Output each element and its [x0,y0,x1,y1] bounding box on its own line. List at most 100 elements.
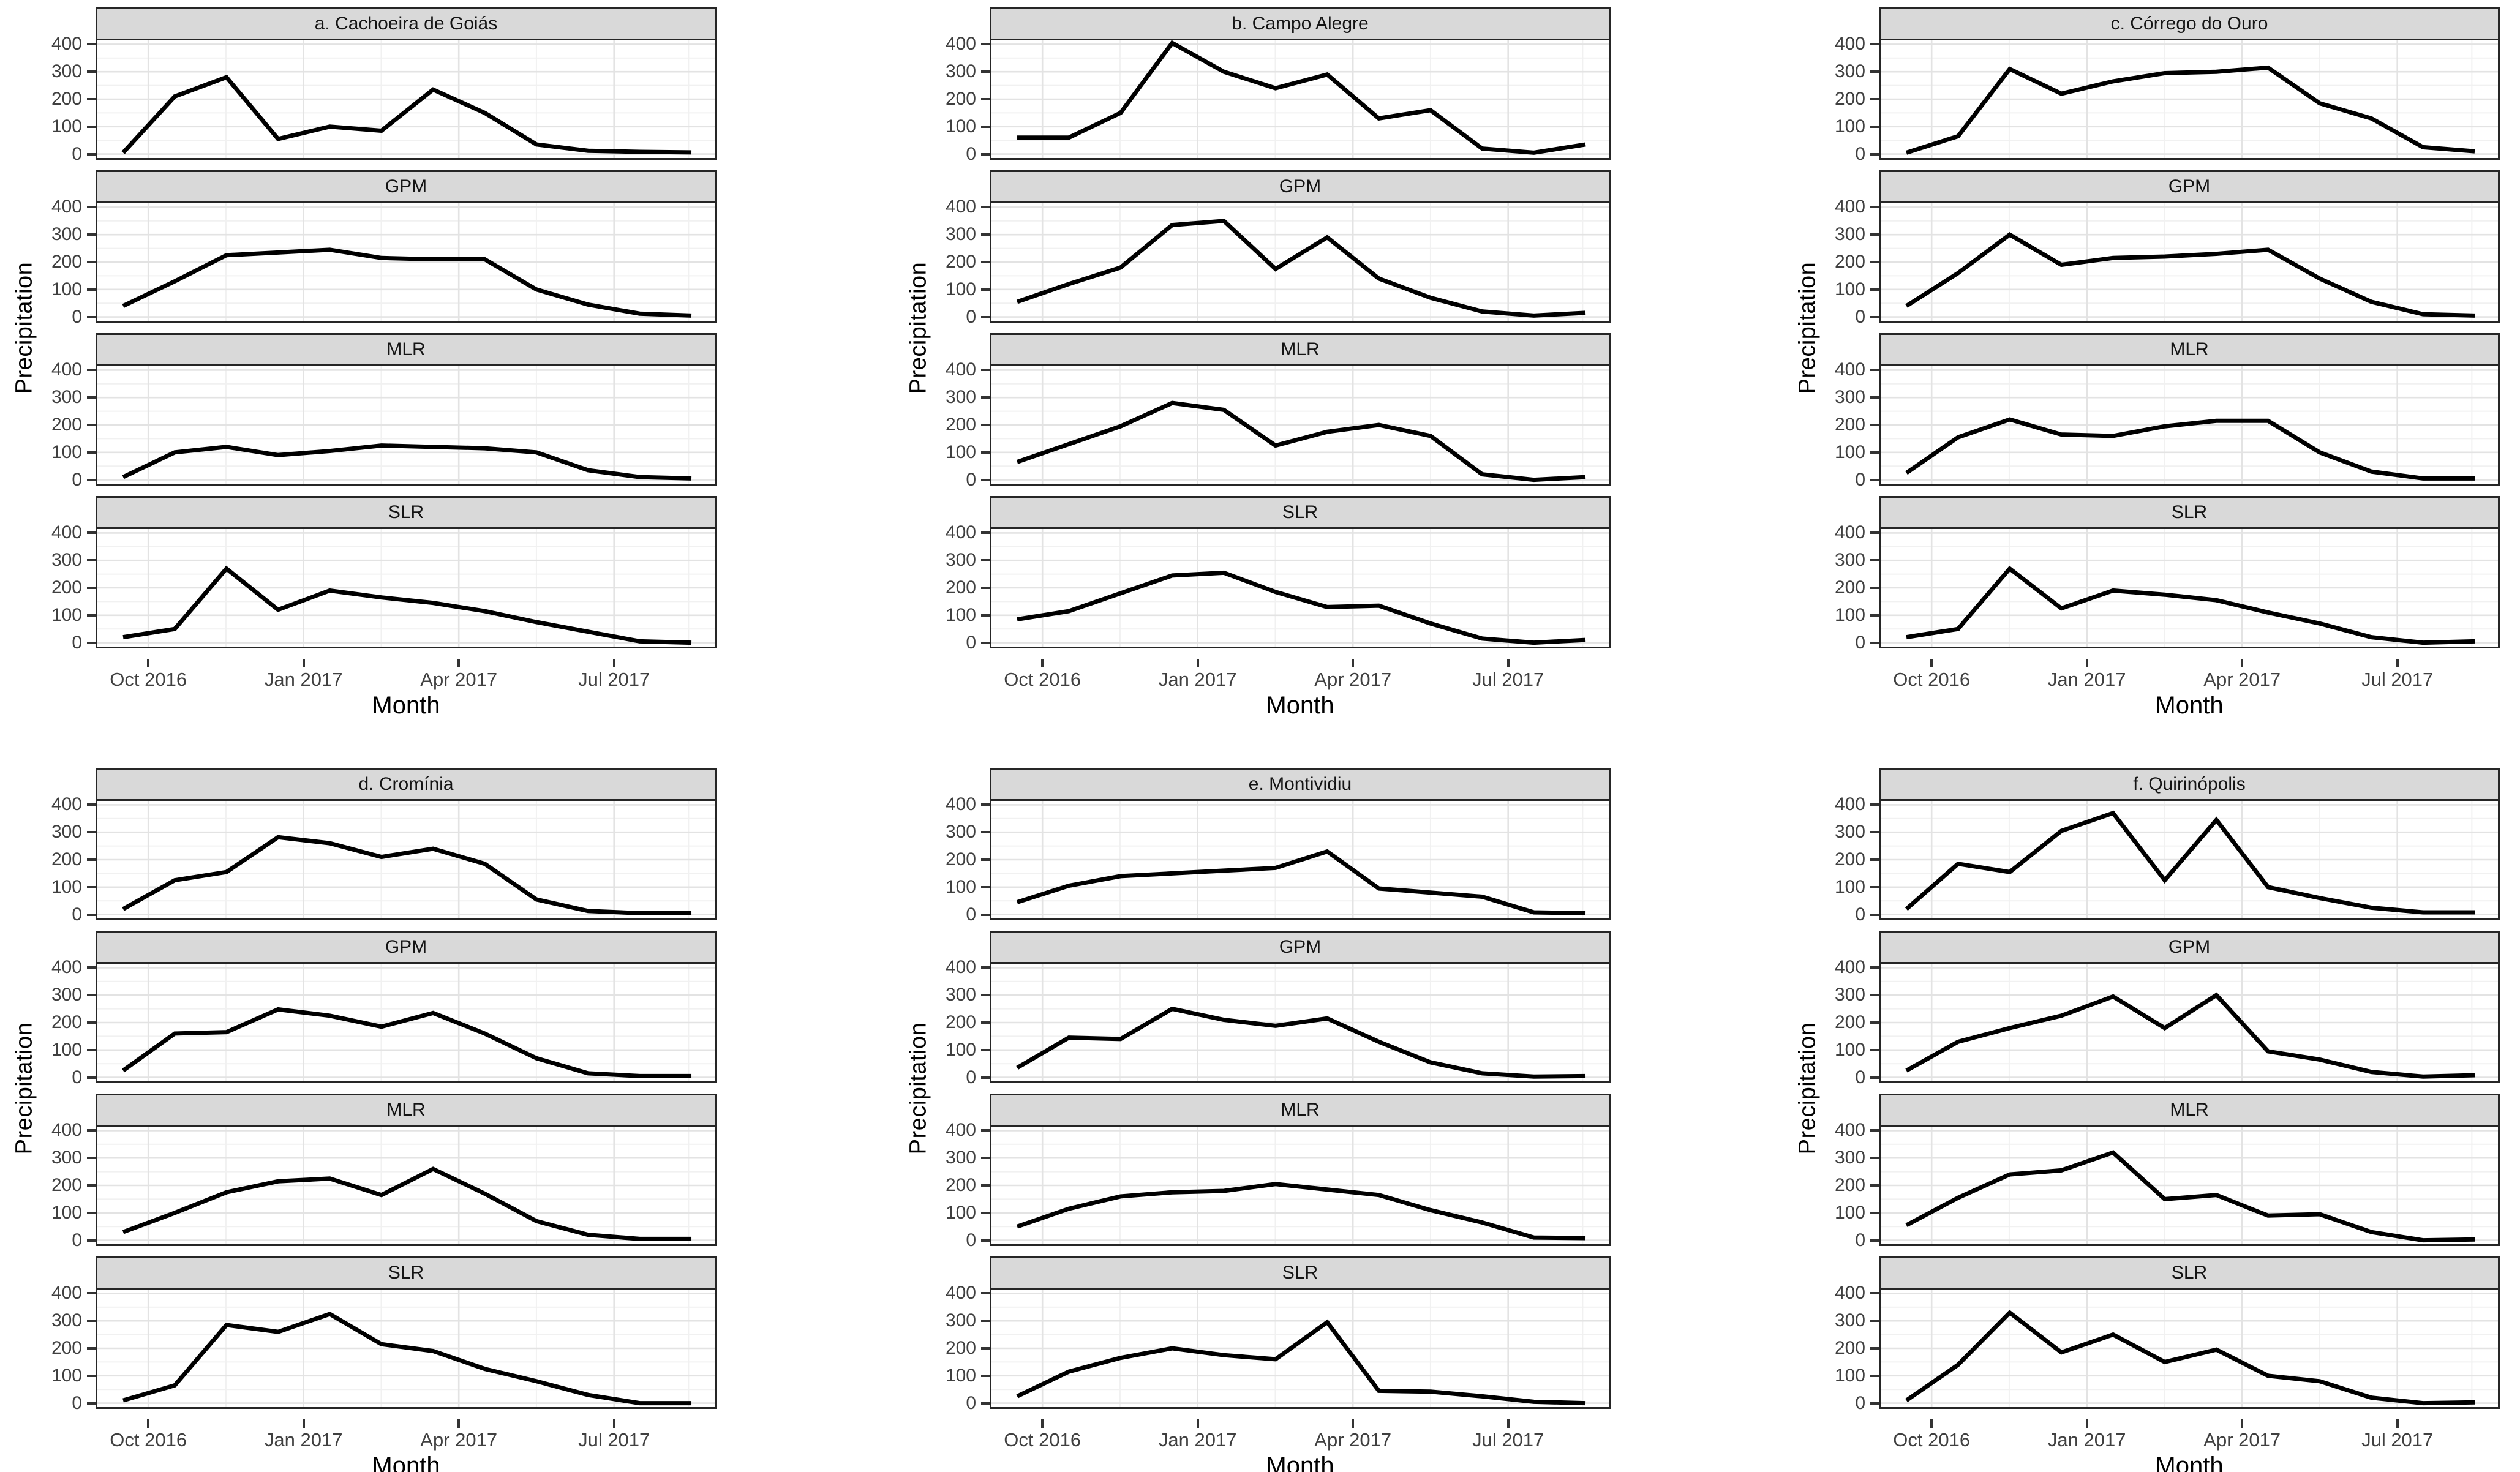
y-tick-label: 400 [1834,1120,1865,1141]
y-tick-mark [1870,966,1879,969]
line-chart-panel [1879,1288,2500,1409]
facet-strip: MLR [1879,333,2500,364]
panel-wrap [1879,201,2500,323]
y-tick-label: 0 [72,1392,82,1413]
y-tick-label: 0 [72,1230,82,1250]
facet-strip-label: MLR [2170,339,2209,359]
x-tick-label: Oct 2016 [1004,669,1081,690]
y-tick-mark [87,1021,96,1024]
x-axis: Oct 2016 Jan 2017 Apr 2017 Jul 2017 [38,1419,717,1451]
y-tick-label: 200 [51,1175,82,1195]
facet-strip-label: SLR [1282,502,1318,522]
y-axis-gutter: 0 100 200 300 400 [932,197,990,327]
line-chart-panel [96,962,717,1083]
y-tick-label: 300 [1834,61,1865,82]
x-tick-label: Jul 2017 [1472,669,1544,690]
y-tick-mark [981,1374,990,1377]
y-tick-mark [981,858,990,861]
panel-wrap [990,39,1611,160]
facet-gpm: GPM 0 100 200 300 400 [932,931,1611,1087]
y-tick-mark [1870,831,1879,834]
facet-strip: a. Cachoeira de Goiás [96,7,717,39]
y-tick-label: 200 [945,577,976,598]
y-tick-mark [981,641,990,644]
y-tick-mark [981,1211,990,1214]
facet-strip: MLR [990,333,1611,364]
y-tick-mark [981,559,990,562]
x-tick-mark [1352,1419,1355,1428]
y-tick-mark [981,1239,990,1242]
y-tick-mark [87,288,96,291]
facet-slr: SLR 0 100 200 300 400 [38,1256,717,1413]
y-tick-label: 200 [51,849,82,869]
station-group-b: Precipitation b. Campo Alegre 0 100 200 300… [905,7,1611,719]
facet-strip-label: a. Cachoeira de Goiás [314,13,498,34]
facet-strip: GPM [990,170,1611,201]
panel-wrap [96,364,717,486]
y-tick-mark [87,315,96,318]
y-tick-mark [1870,1021,1879,1024]
y-tick-mark [981,1320,990,1323]
y-tick-mark [981,125,990,128]
y-tick-mark [1870,1292,1879,1295]
line-chart-panel [990,1125,1611,1246]
panel-wrap [1879,39,2500,160]
y-tick-mark [1870,315,1879,318]
facet-strip: c. Córrego do Ouro [1879,7,2500,39]
panel-wrap [990,527,1611,648]
y-tick-mark [1870,1374,1879,1377]
line-chart-panel [1879,799,2500,920]
x-axis-title: Month [372,692,440,719]
y-tick-label: 400 [945,197,976,217]
x-tick-mark [2085,659,2088,667]
y-tick-mark [87,1184,96,1187]
y-axis-gutter: 0 100 200 300 400 [1821,1283,1879,1413]
y-tick-mark [87,994,96,997]
y-tick-mark [87,424,96,426]
y-tick-mark [1870,803,1879,806]
panel-wrap [990,799,1611,920]
x-tick-label: Jan 2017 [1158,669,1237,690]
data-line [123,77,691,152]
y-tick-label: 300 [51,224,82,245]
y-tick-mark [87,396,96,399]
facet-strip-label: SLR [2171,1263,2208,1283]
x-tick-mark [2241,659,2244,667]
x-axis-ticks: Oct 2016 Jan 2017 Apr 2017 Jul 2017 [96,659,717,691]
y-tick-label: 100 [51,1039,82,1060]
y-tick-label: 100 [1834,1202,1865,1223]
x-axis: Oct 2016 Jan 2017 Apr 2017 Jul 2017 [932,659,1611,691]
x-axis-title: Month [1266,1452,1334,1472]
line-chart-panel [1879,39,2500,160]
facet-mlr: MLR 0 100 200 300 400 [1821,333,2500,490]
panel-wrap [96,799,717,920]
y-tick-mark [981,1402,990,1405]
panel-wrap [990,962,1611,1083]
y-tick-mark [1870,70,1879,73]
data-line [1906,419,2475,478]
y-tick-label: 400 [51,522,82,543]
line-chart-panel [96,1125,717,1246]
y-tick-mark [1870,1320,1879,1323]
x-axis-title: Month [2155,692,2224,719]
y-tick-mark [87,831,96,834]
facet-strip: GPM [96,931,717,962]
panel-wrap [96,1125,717,1246]
facet-slr: SLR 0 100 200 300 400 [38,496,717,653]
facet-strip-label: e. Montividiu [1248,774,1352,794]
x-tick-label: Jul 2017 [1472,1429,1544,1451]
y-tick-mark [1870,531,1879,535]
data-line [123,1009,691,1076]
x-tick-mark [2241,1419,2244,1428]
y-tick-label: 100 [1834,604,1865,625]
x-tick-label: Jan 2017 [2047,1429,2126,1451]
y-tick-label: 400 [1834,794,1865,815]
y-tick-label: 100 [1834,116,1865,137]
y-tick-label: 300 [1834,1310,1865,1331]
y-tick-label: 200 [945,415,976,435]
x-tick-mark [1506,659,1510,667]
line-chart-panel [990,799,1611,920]
y-tick-label: 200 [945,1338,976,1358]
y-tick-mark [981,966,990,969]
line-chart-panel [990,201,1611,323]
